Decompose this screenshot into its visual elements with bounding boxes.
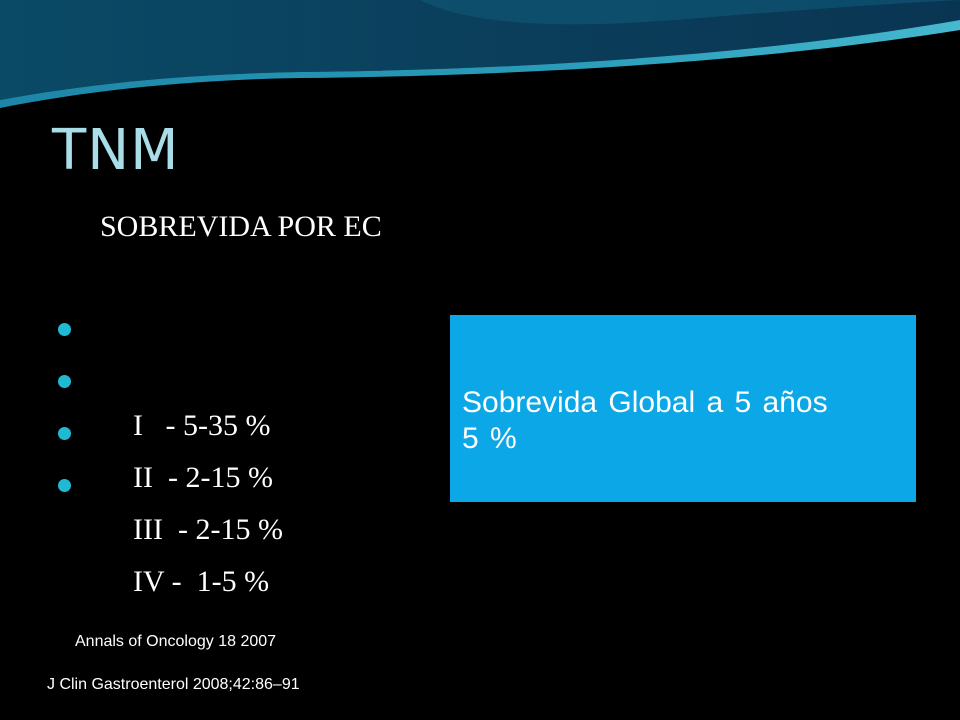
stage-label: IV - 1-5 % (133, 565, 270, 598)
circle-bullet-icon (58, 375, 71, 388)
reference-gastroenterol: J Clin Gastroenterol 2008;42:86–91 (47, 676, 300, 693)
slide-title: TNM (52, 118, 180, 183)
list-item: II - 2-15 % (58, 358, 283, 494)
stage-survival-list: I - 5-35 % II - 2-15 % III - 2-15 % IV -… (58, 306, 283, 598)
header-wave-decoration (0, 0, 960, 108)
list-item: I - 5-35 % (58, 306, 283, 442)
stage-label: I - 5-35 % (133, 409, 271, 442)
circle-bullet-icon (58, 323, 71, 336)
circle-bullet-icon (58, 427, 71, 440)
list-item: IV - 1-5 % (58, 462, 283, 598)
global-survival-value: 5 % (462, 422, 517, 455)
reference-annals: Annals of Oncology 18 2007 (75, 633, 277, 650)
list-item: III - 2-15 % (58, 410, 283, 546)
stage-label: III - 2-15 % (133, 513, 283, 546)
circle-bullet-icon (58, 479, 71, 492)
global-survival-box: Sobrevida Global a 5 años 5 % (450, 315, 916, 502)
global-survival-text: Sobrevida Global a 5 años (462, 386, 828, 419)
stage-label: II - 2-15 % (133, 461, 273, 494)
slide-subtitle: SOBREVIDA POR EC (100, 210, 382, 243)
